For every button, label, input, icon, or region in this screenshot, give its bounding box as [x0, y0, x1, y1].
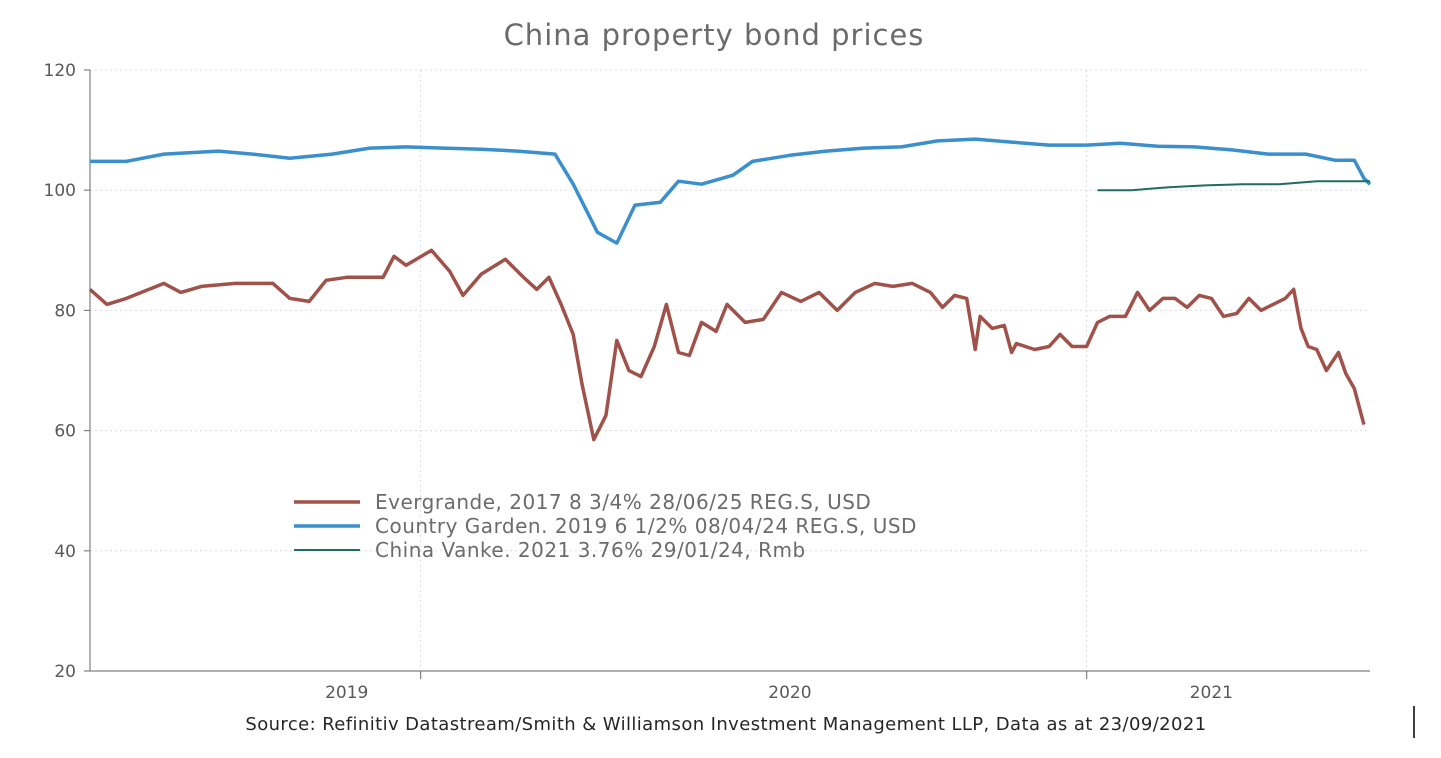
series-line-3 [1097, 180, 1370, 192]
y-tick-label: 40 [54, 542, 76, 562]
series-line-1 [88, 248, 1366, 442]
x-tick-label: 2019 [325, 683, 368, 703]
legend-label-1: Evergrande, 2017 8 3/4% 28/06/25 REG.S, … [375, 490, 871, 514]
legend: Evergrande, 2017 8 3/4% 28/06/25 REG.S, … [294, 490, 917, 562]
y-tick-label: 80 [54, 301, 76, 321]
source-note: Source: Refinitiv Datastream/Smith & Wil… [245, 714, 1206, 735]
chart-title: China property bond prices [504, 18, 925, 52]
y-axis-ticks: 20 40 60 80 100 120 [44, 61, 90, 682]
x-tick-label: 2021 [1190, 683, 1233, 703]
x-tick-label: 2020 [768, 683, 811, 703]
y-tick-label: 100 [44, 181, 76, 201]
legend-label-3: China Vanke. 2021 3.76% 29/01/24, Rmb [375, 538, 806, 562]
legend-label-2: Country Garden. 2019 6 1/2% 08/04/24 REG… [375, 514, 917, 538]
y-tick-label: 60 [54, 422, 76, 442]
gridlines [90, 69, 1370, 671]
x-axis-ticks: 2019 2020 2021 [325, 671, 1233, 703]
series-line-2 [90, 137, 1372, 245]
y-tick-label: 120 [44, 61, 76, 81]
y-tick-label: 20 [54, 662, 76, 682]
axes [89, 70, 1370, 672]
series-lines [88, 137, 1372, 442]
